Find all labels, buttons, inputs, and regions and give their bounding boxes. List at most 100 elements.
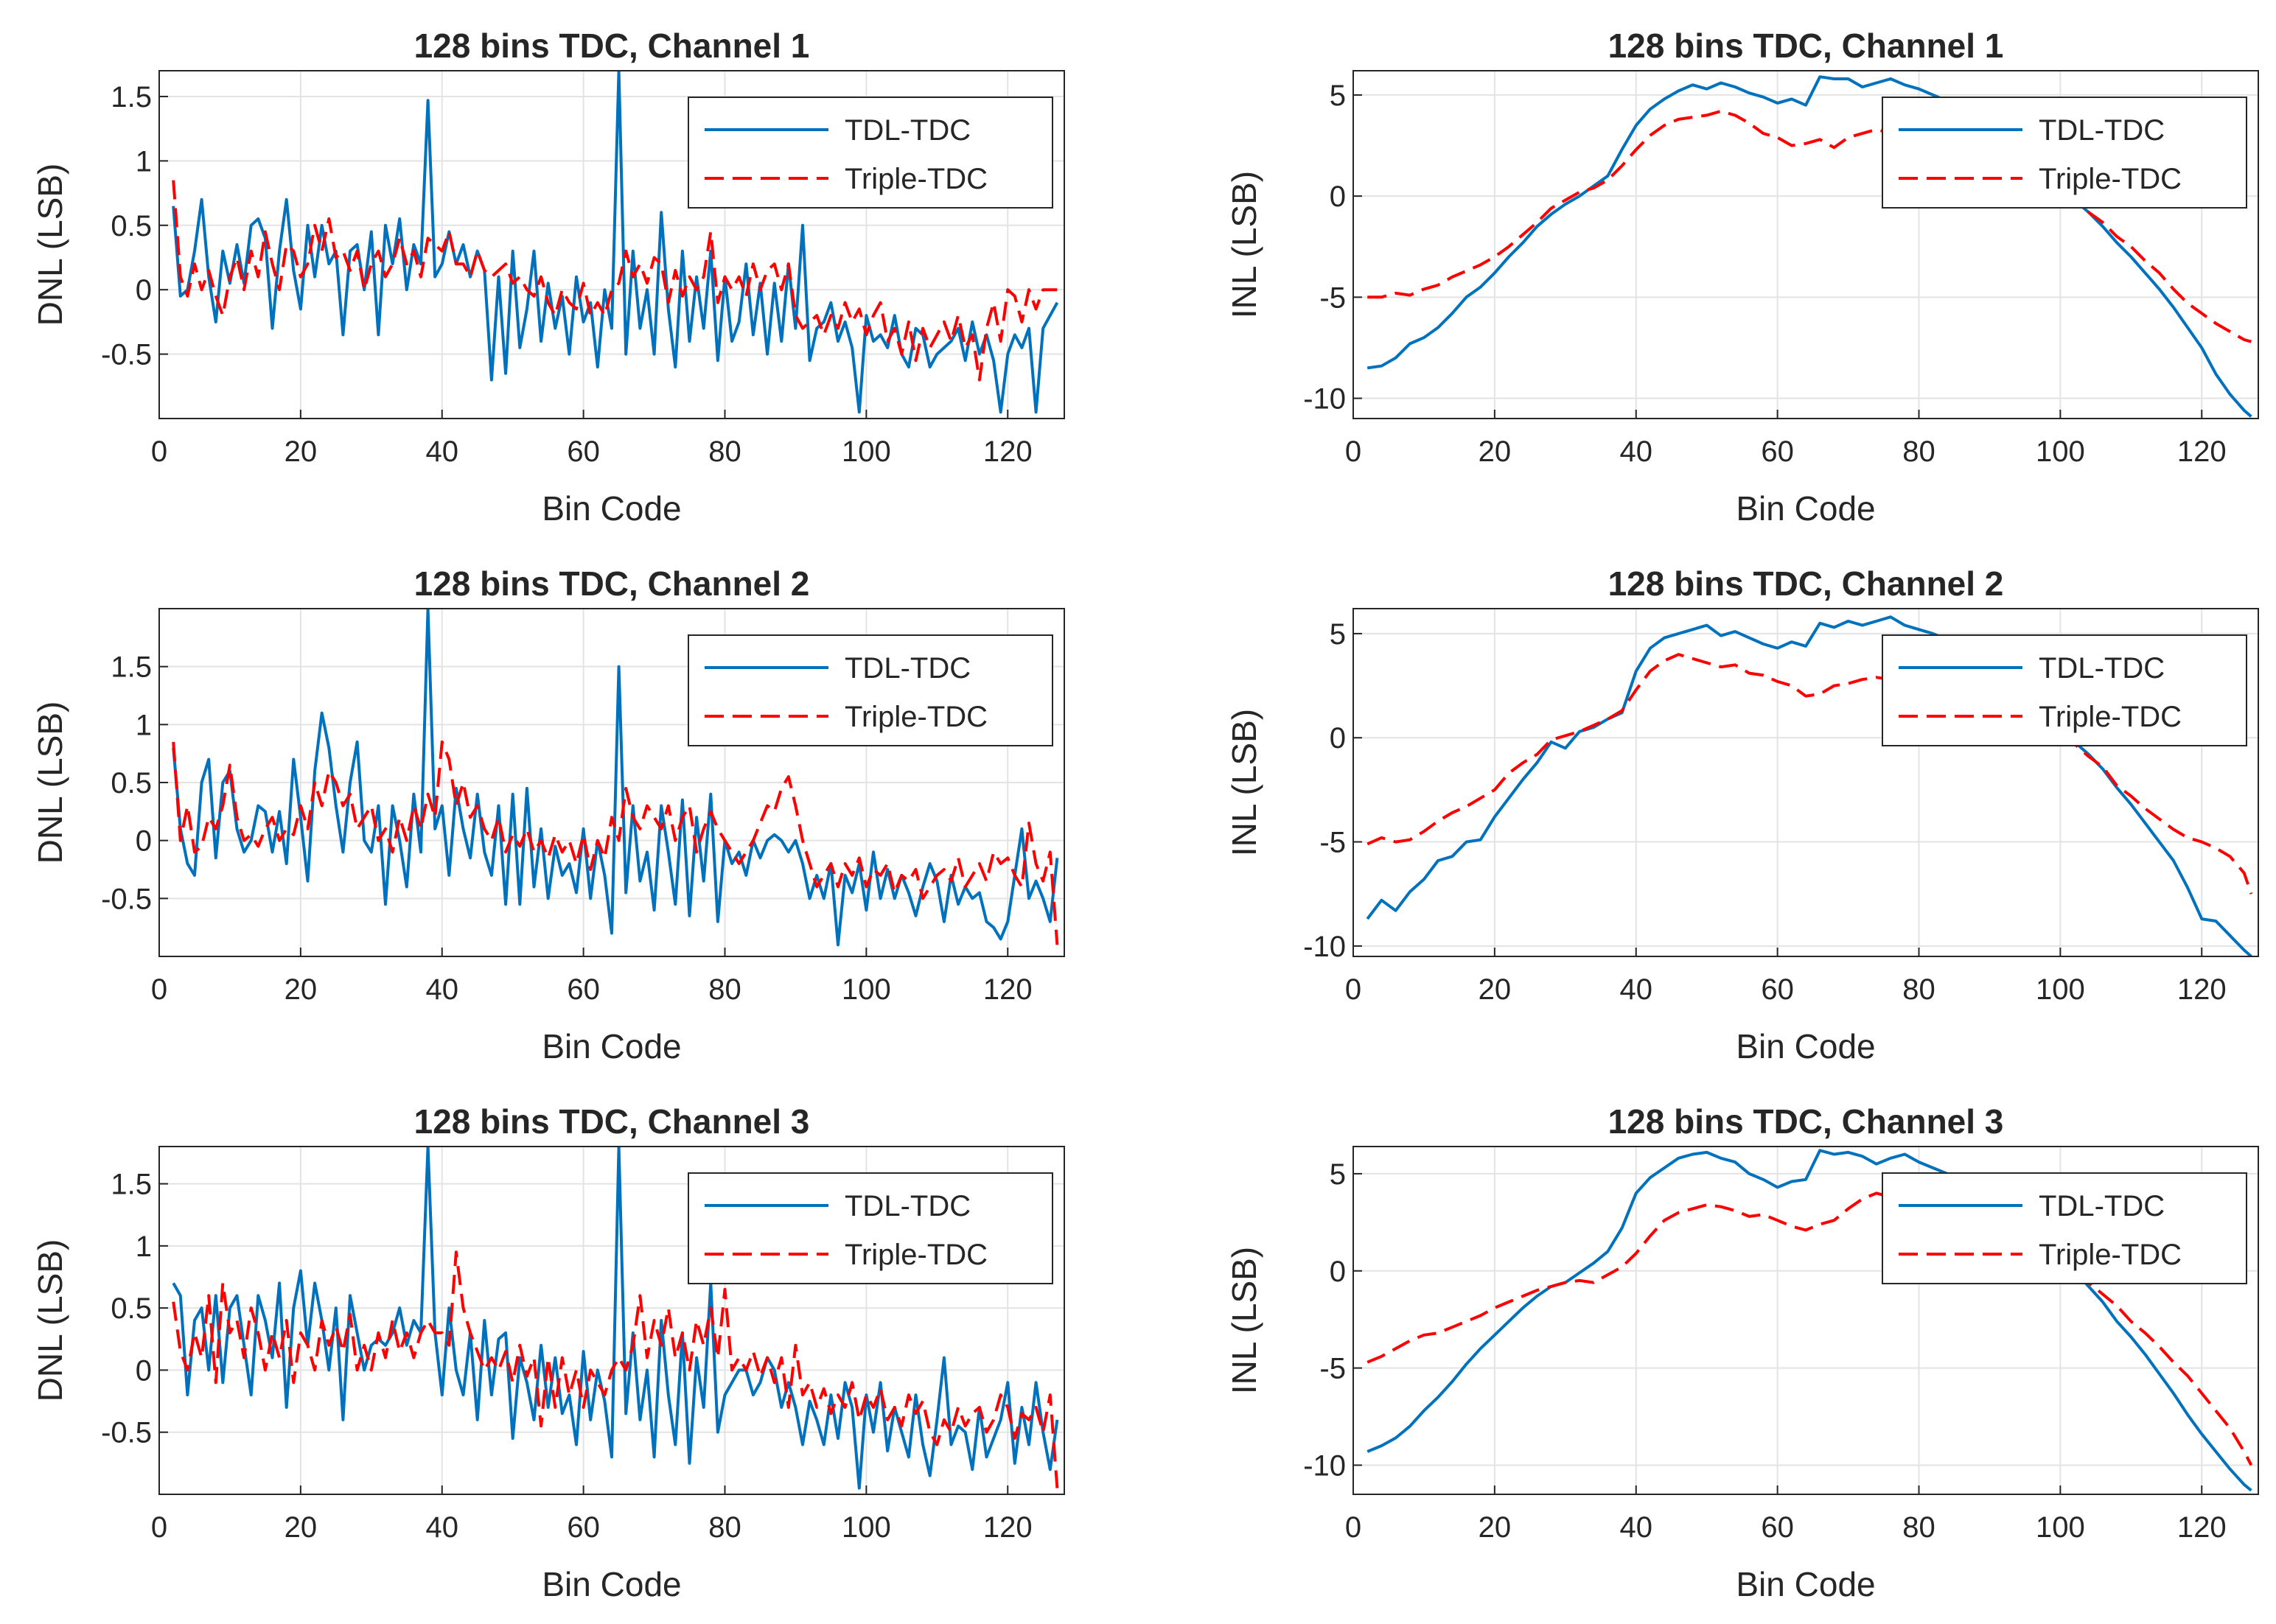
- legend-label: TDL-TDC: [2039, 114, 2165, 147]
- series-line-tdl-tdc: [1366, 75, 2252, 418]
- chart-panel-5: 0 20 40 60 80 100 120 -0.5 0 0.5 1 1.5 128 bins TDC,…: [31, 1102, 1065, 1603]
- legend-box: [688, 634, 1053, 746]
- x-tick-label: 60: [1761, 973, 1794, 1006]
- legend: TDL-TDC Triple-TDC: [1882, 1172, 2247, 1284]
- legend-label: Triple-TDC: [845, 1239, 988, 1271]
- legend-box: [1882, 97, 2247, 209]
- x-tick-label: 120: [983, 973, 1033, 1006]
- y-tick-label: 0: [136, 274, 152, 307]
- y-tick-label: -5: [1319, 1353, 1346, 1385]
- y-tick-label: 1.5: [111, 651, 152, 684]
- y-tick-label: -10: [1303, 383, 1346, 416]
- x-tick-label: 60: [1761, 1511, 1794, 1544]
- x-axis-label: Bin Code: [542, 1565, 681, 1603]
- chart-title: 128 bins TDC, Channel 1: [1608, 27, 2004, 65]
- y-tick-label: -5: [1319, 281, 1346, 314]
- y-axis-label: INL (LSB): [1225, 171, 1263, 318]
- x-tick-label: 100: [2036, 973, 2085, 1006]
- x-tick-label: 80: [708, 435, 741, 468]
- y-tick-label: -10: [1303, 1449, 1346, 1482]
- chart-title: 128 bins TDC, Channel 2: [1608, 564, 2004, 603]
- x-tick-label: 40: [1620, 435, 1653, 468]
- x-tick-label: 80: [1902, 435, 1935, 468]
- y-axis-label: INL (LSB): [1225, 1247, 1263, 1394]
- x-tick-label: 20: [284, 973, 318, 1006]
- chart-panel-3: 0 20 40 60 80 100 120 -0.5 0 0.5 1 1.5 128 bins TDC,…: [31, 564, 1065, 1065]
- legend-label: Triple-TDC: [2039, 163, 2182, 195]
- x-tick-label: 20: [284, 1511, 318, 1544]
- chart-title: 128 bins TDC, Channel 3: [414, 1102, 810, 1141]
- legend-label: Triple-TDC: [2039, 1239, 2182, 1271]
- x-tick-label: 80: [1902, 973, 1935, 1006]
- x-tick-label: 120: [2177, 1511, 2227, 1544]
- legend-label: TDL-TDC: [2039, 652, 2165, 685]
- legend-label: TDL-TDC: [845, 1190, 971, 1222]
- x-tick-label: 40: [1620, 1511, 1653, 1544]
- y-tick-label: 0.5: [111, 210, 152, 242]
- axes-box: [1352, 70, 2259, 419]
- legend-box: [1882, 634, 2247, 746]
- y-tick-label: -5: [1319, 827, 1346, 859]
- chart-panel-2: 0 20 40 60 80 100 120 -10 -5 0 5 128 bins TDC, Chan…: [1225, 27, 2259, 528]
- legend: TDL-TDC Triple-TDC: [688, 634, 1053, 746]
- y-tick-label: 0.5: [111, 1292, 152, 1325]
- x-tick-label: 40: [426, 435, 459, 468]
- x-tick-label: 0: [1345, 435, 1361, 468]
- x-tick-label: 20: [1479, 1511, 1512, 1544]
- x-tick-label: 20: [1479, 435, 1512, 468]
- y-tick-label: -10: [1303, 931, 1346, 963]
- legend-label: TDL-TDC: [2039, 1190, 2165, 1222]
- legend-box: [1882, 1172, 2247, 1284]
- y-axis-label: DNL (LSB): [31, 701, 69, 864]
- x-tick-label: 60: [567, 973, 600, 1006]
- x-axis-label: Bin Code: [542, 489, 681, 528]
- legend-box: [688, 97, 1053, 209]
- x-tick-label: 100: [842, 1511, 891, 1544]
- y-tick-label: 0: [1330, 722, 1346, 755]
- y-tick-label: -0.5: [101, 1417, 152, 1449]
- x-tick-label: 0: [151, 435, 167, 468]
- chart-panel-4: 0 20 40 60 80 100 120 -10 -5 0 5 128 bins TDC, Chan…: [1225, 564, 2259, 1065]
- legend-label: TDL-TDC: [845, 114, 971, 147]
- series-line-triple-tdc: [172, 1250, 1059, 1488]
- legend: TDL-TDC Triple-TDC: [688, 1172, 1053, 1284]
- x-axis-label: Bin Code: [1736, 489, 1875, 528]
- series-line-tdl-tdc: [172, 1147, 1059, 1490]
- x-tick-label: 0: [151, 1511, 167, 1544]
- series-line-triple-tdc: [1366, 1191, 2253, 1466]
- legend: TDL-TDC Triple-TDC: [1882, 634, 2247, 746]
- legend-box: [688, 1172, 1053, 1284]
- x-tick-label: 120: [983, 1511, 1033, 1544]
- y-tick-label: 1.5: [111, 81, 152, 113]
- x-tick-label: 120: [2177, 435, 2227, 468]
- chart-title: 128 bins TDC, Channel 1: [414, 27, 810, 65]
- chart-title: 128 bins TDC, Channel 2: [414, 564, 810, 603]
- chart-panel-1: 0 20 40 60 80 100 120 -0.5 0 0.5 1 1.5 128 bins TDC,…: [31, 27, 1065, 528]
- x-tick-label: 0: [1345, 1511, 1361, 1544]
- y-tick-label: 5: [1330, 1158, 1346, 1191]
- series-line-triple-tdc: [1367, 109, 2252, 343]
- legend: TDL-TDC Triple-TDC: [1882, 97, 2247, 209]
- x-tick-label: 120: [983, 435, 1033, 468]
- x-tick-label: 80: [708, 973, 741, 1006]
- series-line-triple-tdc: [1366, 653, 2253, 895]
- chart-title: 128 bins TDC, Channel 3: [1608, 1102, 2004, 1141]
- y-tick-label: 0: [1330, 1256, 1346, 1288]
- x-axis-label: Bin Code: [1736, 1027, 1875, 1065]
- x-tick-label: 40: [426, 973, 459, 1006]
- legend-label: Triple-TDC: [845, 701, 988, 733]
- x-tick-label: 60: [1761, 435, 1794, 468]
- axes-box: [1352, 1146, 2259, 1495]
- legend-label: TDL-TDC: [845, 652, 971, 685]
- x-tick-label: 60: [567, 435, 600, 468]
- series-line-tdl-tdc: [1366, 1149, 2252, 1492]
- legend-label: Triple-TDC: [2039, 701, 2182, 733]
- x-axis-label: Bin Code: [1736, 1565, 1875, 1603]
- legend-label: Triple-TDC: [845, 163, 988, 195]
- x-tick-label: 100: [2036, 435, 2085, 468]
- legend: TDL-TDC Triple-TDC: [688, 97, 1053, 209]
- chart-panel-6: 0 20 40 60 80 100 120 -10 -5 0 5 128 bins TDC, Chan…: [1225, 1102, 2259, 1603]
- y-axis-label: INL (LSB): [1225, 709, 1263, 856]
- y-tick-label: 1: [136, 709, 152, 741]
